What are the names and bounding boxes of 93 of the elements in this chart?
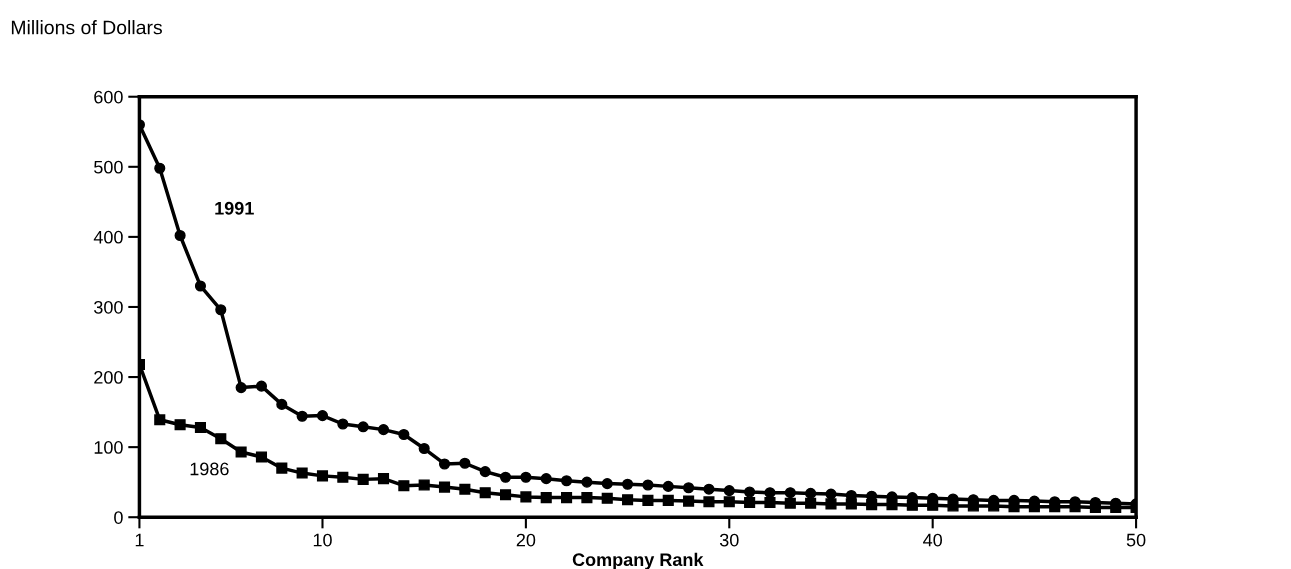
point: [927, 499, 939, 511]
series-label: 1986: [190, 462, 229, 476]
point: [438, 458, 451, 470]
point: [805, 487, 817, 499]
point: [194, 280, 207, 292]
point: [906, 499, 918, 511]
point: [459, 483, 471, 495]
point: [601, 478, 613, 490]
point: [438, 481, 451, 493]
x-tick-label: 40: [923, 533, 943, 547]
y-tick-label: 400: [93, 230, 123, 244]
point: [723, 496, 735, 508]
point: [174, 419, 186, 431]
point: [296, 410, 308, 422]
point: [337, 418, 349, 430]
point: [825, 498, 837, 510]
point: [662, 494, 674, 506]
point: [357, 473, 369, 485]
point: [316, 410, 329, 422]
point: [1028, 501, 1040, 513]
x-tick-label: 30: [719, 533, 739, 547]
point: [764, 496, 776, 509]
point: [642, 479, 654, 491]
point: [316, 470, 329, 482]
point: [703, 496, 715, 508]
point: [744, 496, 756, 509]
point: [235, 446, 247, 458]
point: [215, 433, 227, 445]
point: [194, 421, 207, 434]
point: [337, 471, 349, 483]
point: [784, 487, 796, 499]
point: [662, 480, 674, 492]
point: [276, 462, 288, 474]
point: [805, 497, 817, 509]
point: [561, 475, 573, 487]
point: [1008, 501, 1020, 513]
point: [622, 478, 634, 490]
point: [398, 480, 410, 492]
y-tick-label: 200: [94, 370, 123, 384]
point: [845, 498, 857, 510]
point: [723, 485, 735, 497]
point: [154, 414, 166, 426]
x-tick-label: 10: [313, 533, 332, 547]
point: [520, 491, 532, 503]
point: [418, 479, 430, 491]
point: [215, 304, 227, 316]
point: [784, 497, 796, 509]
point: [418, 442, 430, 455]
point: [398, 428, 410, 441]
x-axis-title: Company Rank: [572, 552, 704, 569]
y-tick-label: 500: [94, 160, 123, 174]
point: [520, 471, 532, 483]
point: [479, 487, 491, 499]
point: [622, 494, 634, 506]
point: [235, 382, 247, 394]
x-tick-label: 20: [516, 533, 536, 547]
point: [357, 421, 369, 433]
point: [967, 500, 979, 512]
point: [377, 424, 390, 436]
point: [499, 489, 512, 501]
point: [561, 492, 573, 504]
point: [1110, 501, 1122, 513]
point: [154, 162, 166, 174]
point: [744, 486, 756, 498]
point: [540, 473, 552, 485]
point: [276, 398, 288, 410]
x-tick-label: 50: [1126, 533, 1146, 547]
point: [886, 499, 898, 511]
y-axis-title: Millions of Dollars: [11, 20, 162, 35]
text: 1991: [215, 201, 254, 215]
point: [581, 476, 593, 488]
point: [255, 451, 268, 463]
point: [866, 499, 878, 511]
point: [296, 467, 308, 479]
point: [377, 473, 390, 485]
point: [255, 380, 268, 392]
point: [601, 492, 613, 504]
point: [703, 483, 715, 495]
y-tick-label: 100: [94, 441, 123, 454]
point: [581, 492, 593, 504]
y-tick-label: 0: [114, 511, 123, 524]
point: [459, 457, 471, 469]
y-tick-label: 300: [94, 300, 123, 314]
point: [683, 482, 695, 494]
point: [642, 494, 654, 506]
point: [499, 471, 512, 483]
point: [479, 466, 491, 478]
point: [174, 229, 186, 242]
point: [683, 495, 695, 507]
x-tick-label: 1: [135, 533, 144, 547]
point: [947, 500, 959, 512]
y-tick-label: 600: [94, 90, 123, 104]
point: [540, 492, 552, 504]
